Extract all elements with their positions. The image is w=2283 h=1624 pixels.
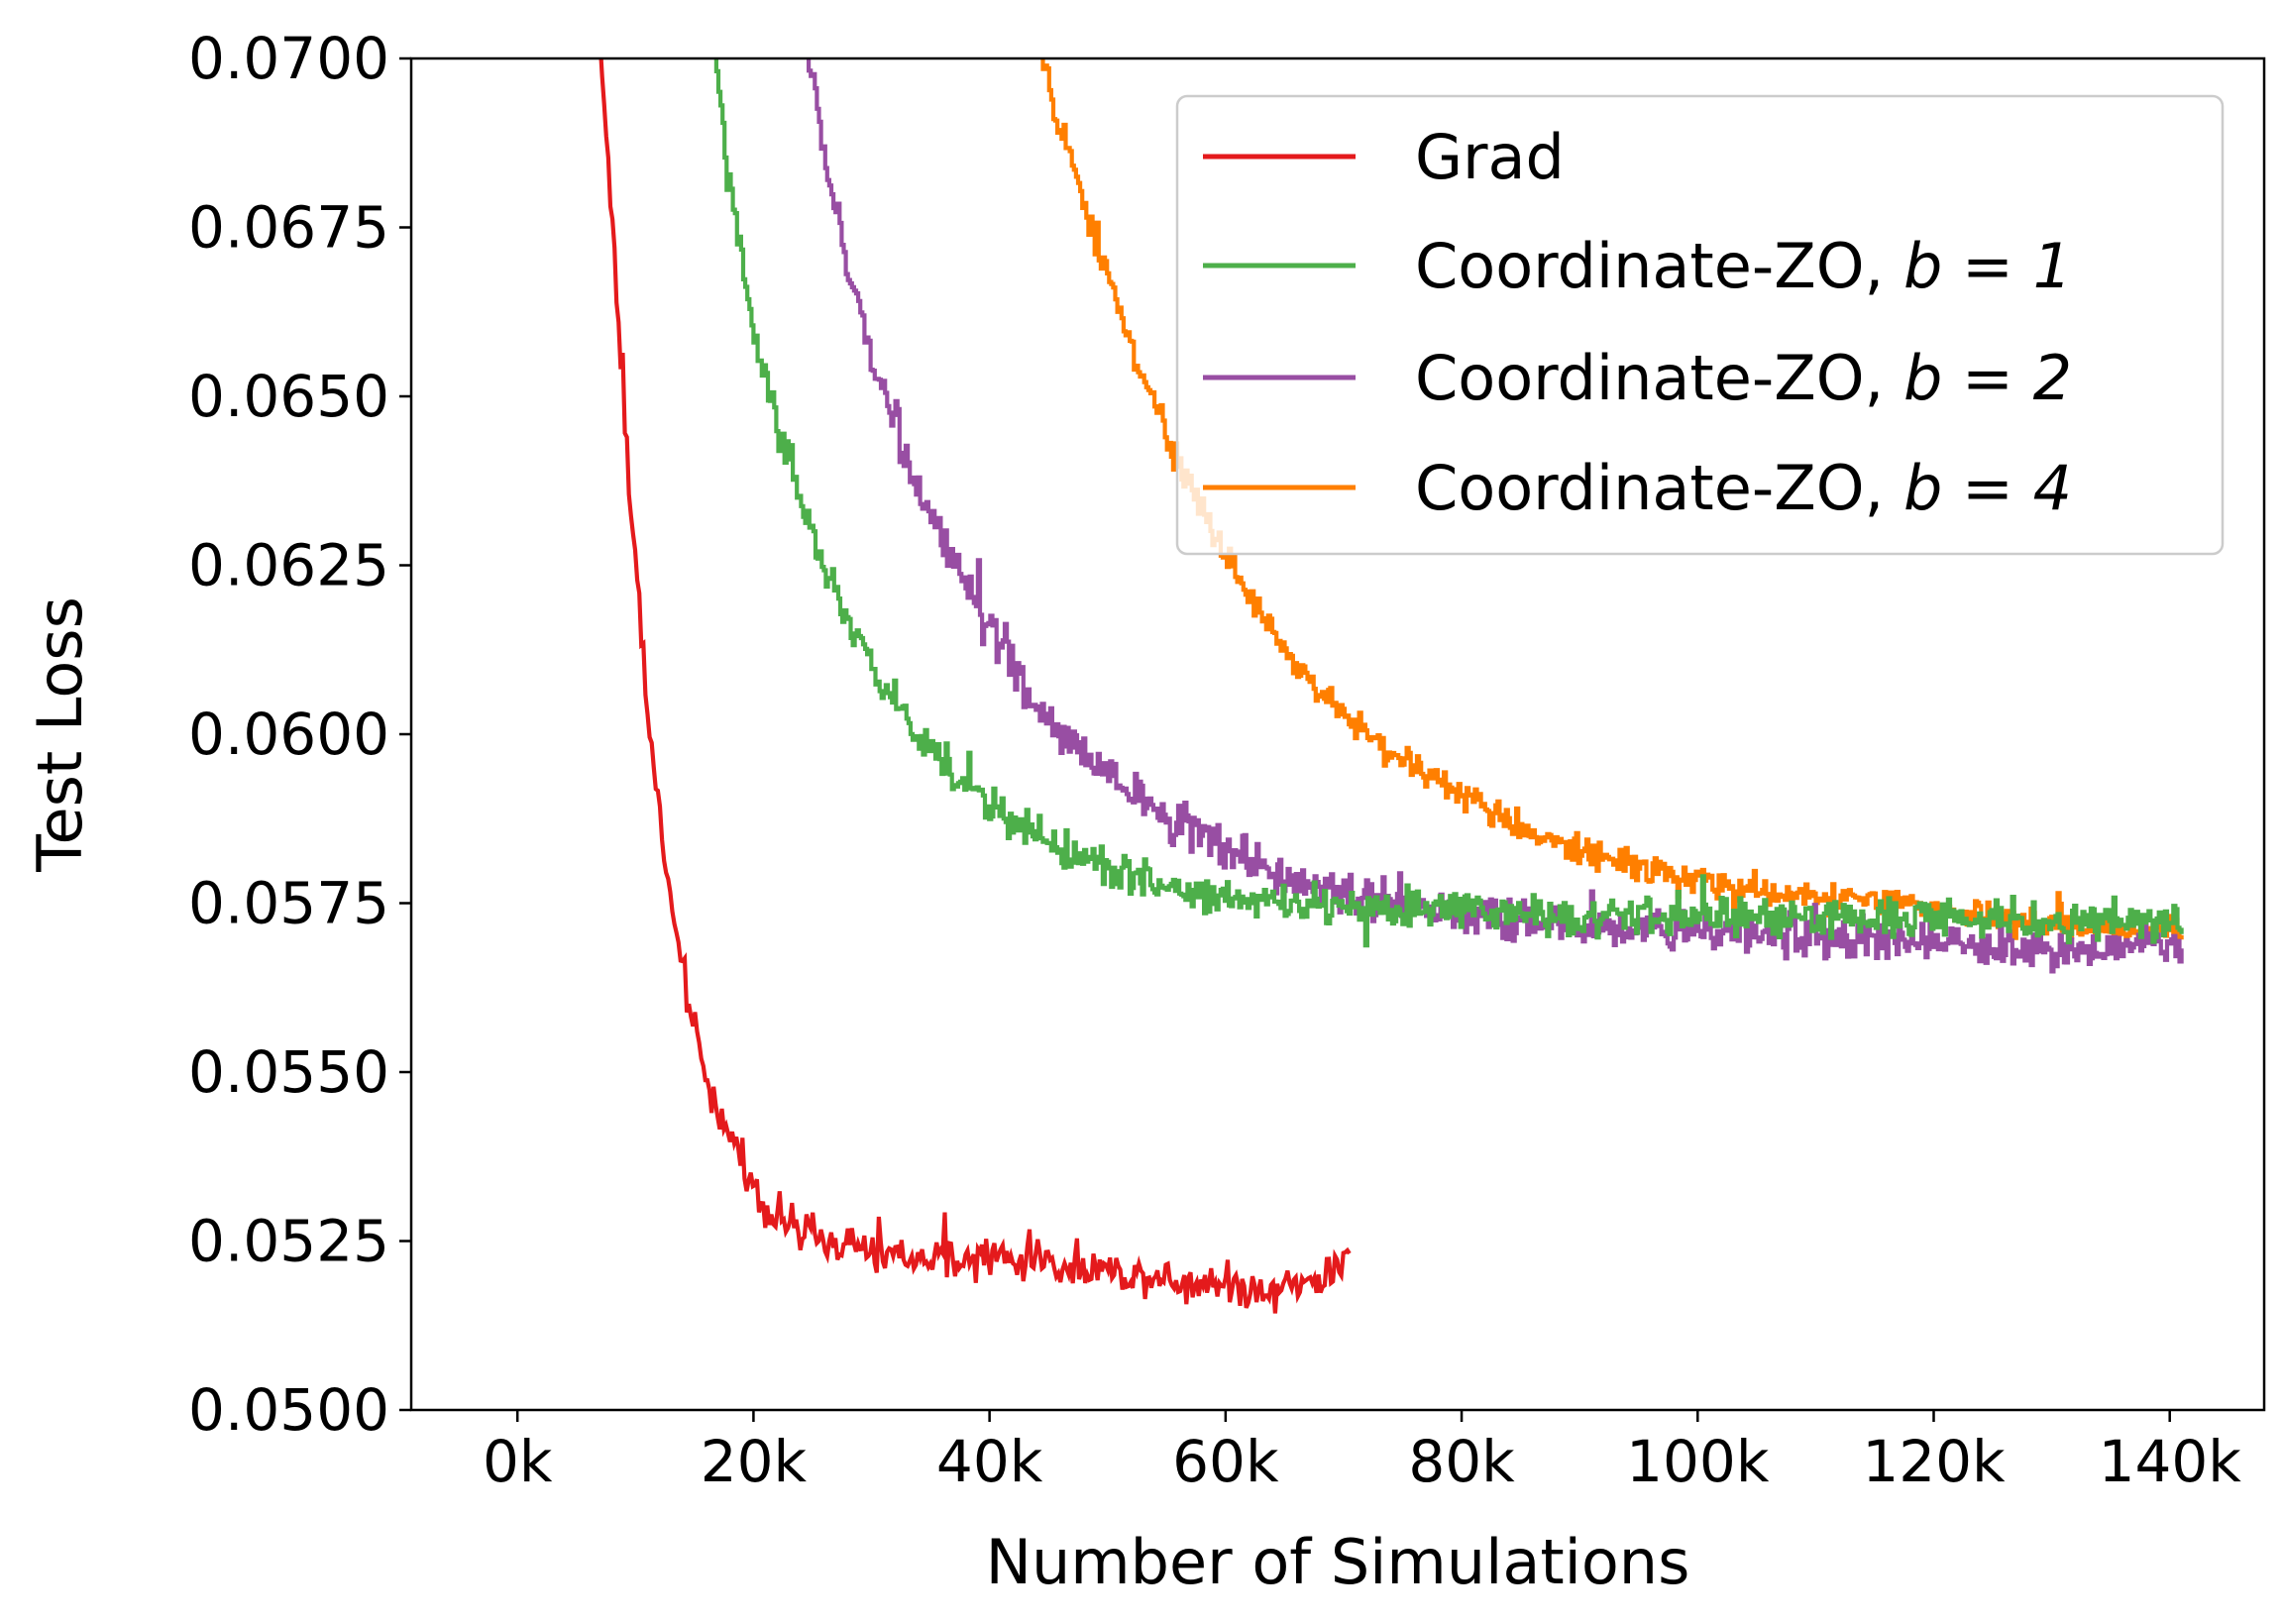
x-tick-label: 0k xyxy=(483,1428,553,1495)
legend-label-main: Grad xyxy=(1415,121,1565,193)
y-tick-label: 0.0625 xyxy=(188,532,389,599)
series-line-2 xyxy=(713,58,2184,948)
y-axis-title: Test Loss xyxy=(24,596,96,873)
x-axis: 0k 20k 40k 60k 80k 100k 120k 140k xyxy=(483,1410,2241,1495)
legend-label: Coordinate-ZO, b = 1 xyxy=(1415,230,2072,302)
series-layer xyxy=(598,58,2184,1314)
legend-label-main: Coordinate-ZO, xyxy=(1415,342,1903,414)
y-tick-label: 0.0675 xyxy=(188,194,389,262)
legend-box xyxy=(1175,94,2225,556)
x-tick-label: 140k xyxy=(2099,1428,2242,1495)
x-tick-label: 80k xyxy=(1408,1428,1515,1495)
legend-label-param: b = 1 xyxy=(1903,230,2072,302)
legend-label-main: Coordinate-ZO, xyxy=(1415,230,1903,302)
y-tick-label: 0.0525 xyxy=(188,1208,389,1275)
y-tick-label: 0.0575 xyxy=(188,870,389,937)
y-tick-label: 0.0700 xyxy=(188,25,389,92)
x-tick-label: 60k xyxy=(1172,1428,1279,1495)
legend-label: Coordinate-ZO, b = 2 xyxy=(1415,342,2072,414)
x-axis-title: Number of Simulations xyxy=(986,1526,1690,1598)
x-tick-label: 120k xyxy=(1862,1428,2006,1495)
legend-label-main: Coordinate-ZO, xyxy=(1415,452,1903,524)
series-line-1 xyxy=(598,58,1352,1314)
x-tick-label: 20k xyxy=(701,1428,808,1495)
y-tick-label: 0.0550 xyxy=(188,1038,389,1106)
y-tick-label: 0.0500 xyxy=(188,1376,389,1444)
legend-label: Coordinate-ZO, b = 4 xyxy=(1415,452,2072,524)
x-tick-label: 40k xyxy=(936,1428,1043,1495)
legend-label-param: b = 4 xyxy=(1903,452,2072,524)
y-tick-label: 0.0600 xyxy=(188,701,389,768)
y-tick-label: 0.0650 xyxy=(188,363,389,430)
series-line-3 xyxy=(807,58,2184,974)
series-line-4 xyxy=(1038,58,2184,945)
legend-label: Grad xyxy=(1415,121,1565,193)
y-axis: 0.0500 0.0525 0.0550 0.0575 0.0600 0.0625 0.06… xyxy=(188,25,411,1444)
x-tick-label: 100k xyxy=(1626,1428,1770,1495)
legend-label-param: b = 2 xyxy=(1903,342,2072,414)
